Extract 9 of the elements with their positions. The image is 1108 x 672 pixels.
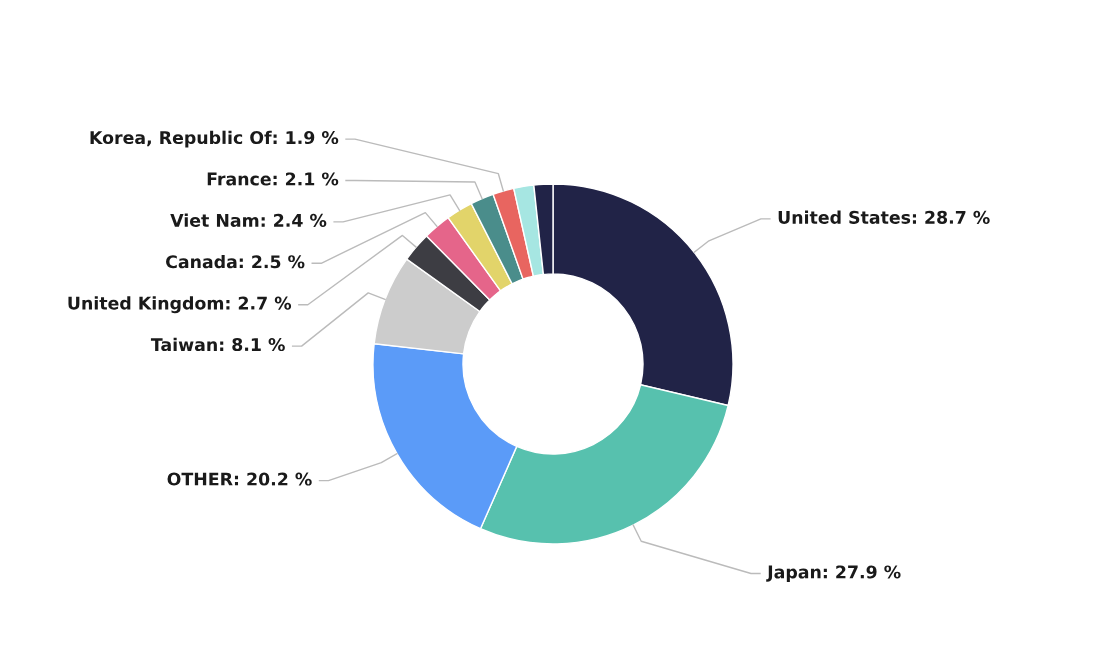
slice-label: United States: 28.7 %	[778, 210, 990, 224]
slice-label: Viet Nam: 2.4 %	[170, 213, 327, 227]
slice-label: France: 2.1 %	[207, 172, 339, 186]
slice-label: Taiwan: 8.1 %	[150, 337, 285, 352]
slice-label: United Kingdom: 2.7 %	[68, 296, 292, 314]
slice-label: Korea, Republic Of: 1.9 %	[90, 130, 339, 148]
slice-label: Canada: 2.5 %	[166, 254, 305, 269]
slice-label: OTHER: 20.2 %	[167, 472, 312, 486]
slice-label: Japan: 27.9 %	[766, 565, 901, 582]
